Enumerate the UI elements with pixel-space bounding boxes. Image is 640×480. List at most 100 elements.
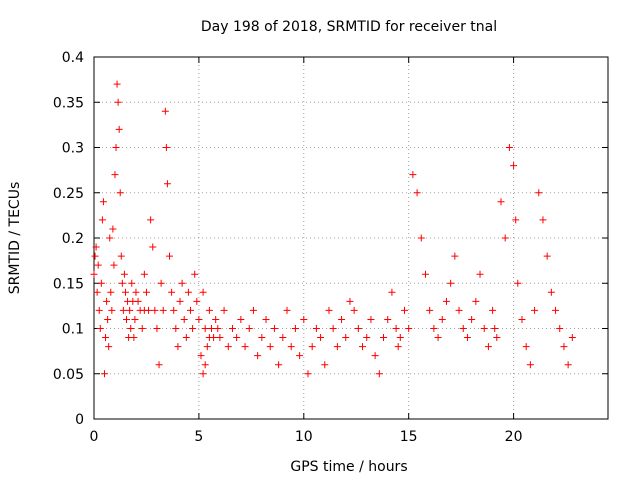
y-tick-label: 0.35	[53, 95, 84, 111]
data-point	[98, 216, 106, 224]
data-point	[131, 315, 139, 323]
data-point	[539, 216, 547, 224]
data-point	[114, 98, 122, 106]
data-point	[161, 107, 169, 115]
data-point	[371, 352, 379, 360]
data-point	[455, 306, 463, 314]
data-point	[159, 306, 167, 314]
data-point	[262, 315, 270, 323]
data-point	[400, 306, 408, 314]
data-point	[126, 306, 134, 314]
data-point	[266, 343, 274, 351]
data-point	[207, 325, 215, 332]
data-point	[127, 325, 135, 332]
data-point	[512, 216, 520, 224]
data-point	[203, 343, 211, 351]
data-point	[484, 343, 492, 351]
data-point	[396, 334, 404, 342]
data-point	[118, 279, 126, 287]
data-points	[90, 80, 576, 378]
data-point	[375, 370, 383, 378]
data-point	[468, 315, 476, 323]
x-axis-label: GPS time / hours	[290, 459, 407, 475]
data-point	[543, 252, 551, 260]
data-point	[522, 343, 530, 351]
data-point	[170, 306, 178, 314]
data-point	[212, 315, 220, 323]
data-point	[489, 306, 497, 314]
data-point	[140, 270, 148, 278]
data-point	[560, 343, 568, 351]
y-tick-label: 0.3	[62, 141, 84, 157]
data-point	[100, 370, 108, 378]
data-point	[279, 334, 287, 342]
data-point	[384, 315, 392, 323]
data-point	[564, 361, 572, 369]
data-point	[291, 325, 299, 332]
data-point	[501, 234, 509, 242]
data-point	[342, 334, 350, 342]
data-point	[157, 279, 165, 287]
data-point	[153, 325, 161, 332]
data-point	[142, 288, 150, 296]
data-point	[214, 325, 222, 332]
data-point	[568, 334, 576, 342]
data-point	[237, 315, 245, 323]
data-point	[191, 270, 199, 278]
data-point	[107, 288, 115, 296]
data-point	[106, 234, 114, 242]
data-point	[359, 343, 367, 351]
data-point	[187, 306, 195, 314]
data-point	[189, 325, 197, 332]
data-point	[132, 288, 140, 296]
data-point	[172, 325, 180, 332]
x-tick-label: 10	[295, 429, 313, 445]
y-axis-label: SRMTID / TECUs	[7, 182, 23, 295]
data-point	[380, 334, 388, 342]
data-point	[138, 325, 146, 332]
data-point	[394, 343, 402, 351]
data-point	[108, 306, 116, 314]
data-point	[220, 306, 228, 314]
data-point	[113, 80, 121, 88]
data-point	[92, 243, 100, 251]
y-tick-label: 0.1	[62, 322, 84, 338]
data-point	[104, 315, 112, 323]
data-point	[103, 297, 111, 305]
data-point	[497, 198, 505, 206]
data-point	[249, 306, 257, 314]
data-point	[526, 361, 534, 369]
data-point	[459, 325, 467, 332]
data-point	[182, 334, 190, 342]
data-point	[451, 252, 459, 260]
data-point	[556, 325, 564, 332]
data-point	[110, 261, 118, 269]
data-point	[392, 325, 400, 332]
data-point	[434, 334, 442, 342]
data-point	[245, 325, 253, 332]
data-point	[233, 334, 241, 342]
data-point	[205, 334, 213, 342]
data-point	[447, 279, 455, 287]
data-point	[317, 334, 325, 342]
data-point	[346, 297, 354, 305]
data-point	[491, 325, 499, 332]
data-point	[409, 171, 417, 179]
data-point	[162, 144, 170, 151]
data-point	[93, 288, 101, 296]
data-point	[112, 144, 120, 151]
data-point	[514, 279, 522, 287]
data-point	[421, 270, 429, 278]
data-point	[308, 343, 316, 351]
data-point	[95, 306, 103, 314]
data-point	[176, 297, 184, 305]
data-point	[201, 361, 209, 369]
chart-title: Day 198 of 2018, SRMTID for receiver tna…	[201, 19, 497, 35]
data-point	[338, 315, 346, 323]
data-point	[287, 343, 295, 351]
data-point	[224, 343, 232, 351]
data-point	[438, 315, 446, 323]
data-point	[367, 315, 375, 323]
data-point	[442, 297, 450, 305]
